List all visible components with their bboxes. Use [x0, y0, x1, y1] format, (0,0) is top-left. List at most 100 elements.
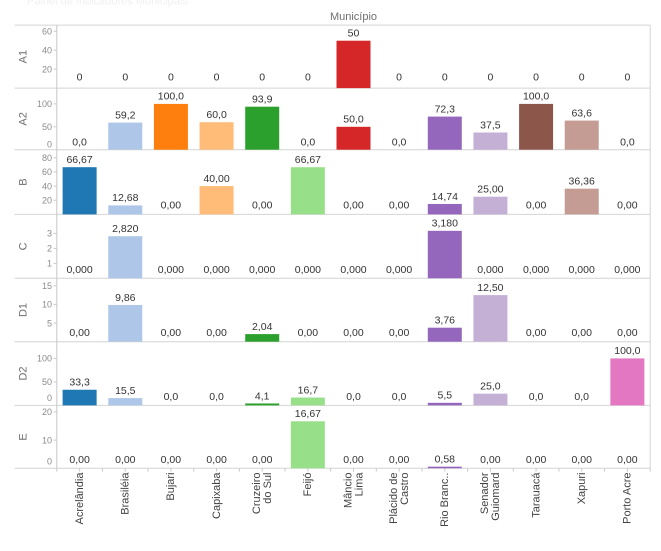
svg-text:0,00: 0,00 — [206, 327, 227, 339]
svg-text:36,36: 36,36 — [569, 176, 595, 188]
svg-text:10: 10 — [42, 435, 52, 445]
svg-text:0,00: 0,00 — [298, 327, 319, 339]
svg-text:0: 0 — [168, 72, 174, 84]
svg-text:66,67: 66,67 — [295, 154, 321, 166]
svg-text:do Sul: do Sul — [262, 473, 274, 504]
svg-text:20: 20 — [42, 195, 52, 205]
svg-text:5,5: 5,5 — [437, 390, 452, 402]
svg-text:0: 0 — [259, 72, 265, 84]
svg-text:0,000: 0,000 — [614, 264, 640, 276]
svg-text:0,00: 0,00 — [617, 454, 638, 466]
svg-text:16,67: 16,67 — [295, 408, 321, 420]
svg-text:0,00: 0,00 — [343, 327, 364, 339]
svg-text:20: 20 — [42, 64, 52, 74]
svg-text:3: 3 — [47, 229, 52, 239]
svg-text:0,00: 0,00 — [571, 454, 592, 466]
svg-text:50: 50 — [348, 28, 360, 40]
svg-text:0,00: 0,00 — [69, 454, 90, 466]
svg-text:0,00: 0,00 — [617, 199, 638, 211]
svg-text:0: 0 — [47, 393, 52, 403]
svg-text:50: 50 — [42, 122, 52, 132]
svg-text:4,1: 4,1 — [255, 390, 270, 402]
svg-text:3,76: 3,76 — [435, 315, 456, 327]
svg-text:0,00: 0,00 — [571, 327, 592, 339]
svg-text:0,00: 0,00 — [526, 327, 547, 339]
svg-text:2: 2 — [47, 244, 52, 254]
svg-text:0: 0 — [122, 72, 128, 84]
svg-text:2,04: 2,04 — [252, 321, 273, 333]
svg-text:0,000: 0,000 — [66, 264, 92, 276]
svg-text:0,0: 0,0 — [392, 391, 407, 403]
svg-text:10: 10 — [42, 300, 52, 310]
svg-text:A1: A1 — [17, 50, 29, 63]
svg-text:Senador: Senador — [479, 472, 491, 514]
svg-text:0,000: 0,000 — [249, 264, 275, 276]
svg-text:1: 1 — [47, 259, 52, 269]
svg-text:0,00: 0,00 — [69, 327, 90, 339]
svg-text:100: 100 — [37, 354, 52, 364]
svg-text:0: 0 — [624, 72, 630, 84]
svg-text:100,0: 100,0 — [614, 345, 640, 357]
svg-text:0: 0 — [77, 72, 83, 84]
svg-text:0: 0 — [533, 72, 539, 84]
svg-text:0,000: 0,000 — [569, 264, 595, 276]
svg-text:40: 40 — [42, 181, 52, 191]
svg-text:0: 0 — [396, 72, 402, 84]
svg-text:Painel de Indicadores Municipa: Painel de Indicadores Municipais — [27, 0, 188, 8]
svg-text:0,0: 0,0 — [529, 391, 544, 403]
svg-text:0,00: 0,00 — [617, 327, 638, 339]
svg-text:0,000: 0,000 — [295, 264, 321, 276]
svg-text:33,3: 33,3 — [69, 377, 90, 389]
svg-text:20: 20 — [42, 407, 52, 417]
svg-text:Município: Município — [330, 11, 377, 23]
svg-text:50: 50 — [42, 377, 52, 387]
svg-text:0,0: 0,0 — [620, 137, 635, 149]
svg-text:D1: D1 — [17, 303, 29, 317]
svg-text:Guiomard: Guiomard — [490, 473, 502, 521]
svg-text:0,00: 0,00 — [161, 327, 182, 339]
svg-text:63,6: 63,6 — [571, 107, 592, 119]
svg-text:72,3: 72,3 — [435, 103, 456, 115]
svg-text:0,000: 0,000 — [203, 264, 229, 276]
svg-text:12,50: 12,50 — [477, 282, 503, 294]
svg-text:C: C — [17, 242, 29, 250]
svg-text:0,00: 0,00 — [343, 199, 364, 211]
svg-text:0: 0 — [442, 72, 448, 84]
svg-text:0,00: 0,00 — [389, 327, 410, 339]
svg-text:0,000: 0,000 — [523, 264, 549, 276]
svg-text:0,0: 0,0 — [346, 391, 361, 403]
svg-text:A2: A2 — [17, 112, 29, 125]
svg-text:0,00: 0,00 — [389, 454, 410, 466]
svg-text:2,820: 2,820 — [112, 223, 138, 235]
svg-text:0,58: 0,58 — [435, 454, 456, 466]
svg-text:D2: D2 — [17, 366, 29, 380]
svg-text:0,0: 0,0 — [301, 137, 316, 149]
svg-text:0,000: 0,000 — [477, 264, 503, 276]
svg-text:Lima: Lima — [353, 472, 365, 497]
svg-text:5: 5 — [47, 318, 52, 328]
svg-text:0,0: 0,0 — [209, 391, 224, 403]
svg-text:93,9: 93,9 — [252, 94, 273, 106]
svg-text:0,0: 0,0 — [392, 137, 407, 149]
svg-text:12,68: 12,68 — [112, 192, 138, 204]
svg-text:Feijó: Feijó — [302, 473, 314, 497]
svg-text:0: 0 — [47, 140, 52, 150]
svg-text:0,00: 0,00 — [115, 454, 136, 466]
svg-text:37,5: 37,5 — [480, 119, 501, 131]
svg-text:100,0: 100,0 — [523, 91, 549, 103]
svg-text:0: 0 — [47, 457, 52, 467]
svg-text:0,00: 0,00 — [161, 454, 182, 466]
svg-text:50,0: 50,0 — [343, 114, 364, 126]
svg-text:0,00: 0,00 — [252, 454, 273, 466]
svg-text:0,00: 0,00 — [161, 199, 182, 211]
svg-text:15: 15 — [42, 281, 52, 291]
svg-text:0,00: 0,00 — [389, 199, 410, 211]
svg-text:Xapuri: Xapuri — [576, 473, 588, 505]
svg-text:0,000: 0,000 — [386, 264, 412, 276]
svg-text:Mâncio: Mâncio — [342, 473, 354, 508]
svg-text:3,180: 3,180 — [432, 218, 458, 230]
svg-text:0: 0 — [487, 72, 493, 84]
svg-text:40,00: 40,00 — [203, 173, 229, 185]
svg-text:Tarauacá: Tarauacá — [530, 472, 542, 518]
svg-text:60: 60 — [42, 26, 52, 36]
